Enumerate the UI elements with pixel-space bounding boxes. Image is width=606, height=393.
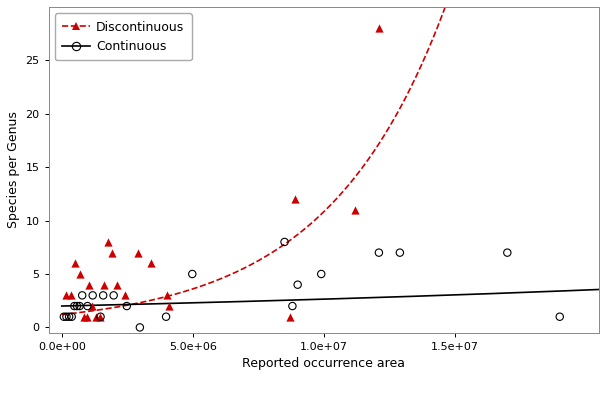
Point xyxy=(79,314,89,320)
Point xyxy=(64,314,74,320)
Point xyxy=(164,303,174,309)
Point xyxy=(75,303,84,309)
Point xyxy=(98,292,108,299)
Point xyxy=(91,314,101,320)
Point xyxy=(290,196,300,202)
Point xyxy=(75,271,85,277)
Point xyxy=(109,292,119,299)
Point xyxy=(162,292,171,299)
Point xyxy=(70,260,80,266)
Point xyxy=(112,281,122,288)
Point xyxy=(374,25,384,31)
Point xyxy=(82,314,92,320)
Point xyxy=(107,250,116,256)
Point xyxy=(78,292,87,299)
Point xyxy=(374,250,384,256)
Point xyxy=(88,292,98,299)
Point xyxy=(502,250,512,256)
Point xyxy=(82,303,92,309)
Point xyxy=(70,303,79,309)
Point xyxy=(103,239,113,245)
Point xyxy=(67,314,76,320)
Point xyxy=(59,314,68,320)
X-axis label: Reported occurrence area: Reported occurrence area xyxy=(242,357,405,370)
Point xyxy=(285,314,295,320)
Point xyxy=(122,303,132,309)
Point xyxy=(350,207,360,213)
Legend: Discontinuous, Continuous: Discontinuous, Continuous xyxy=(55,13,192,61)
Point xyxy=(84,281,94,288)
Point xyxy=(61,292,70,299)
Point xyxy=(395,250,405,256)
Point xyxy=(95,314,105,320)
Point xyxy=(293,281,302,288)
Point xyxy=(288,303,298,309)
Point xyxy=(135,324,145,331)
Point xyxy=(280,239,290,245)
Point xyxy=(62,314,72,320)
Point xyxy=(316,271,326,277)
Point xyxy=(555,314,565,320)
Point xyxy=(72,303,82,309)
Point xyxy=(120,292,130,299)
Point xyxy=(161,314,171,320)
Point xyxy=(99,281,108,288)
Point xyxy=(66,292,76,299)
Point xyxy=(87,303,97,309)
Y-axis label: Species per Genus: Species per Genus xyxy=(7,111,20,228)
Point xyxy=(187,271,197,277)
Point xyxy=(146,260,156,266)
Point xyxy=(133,250,142,256)
Point xyxy=(96,314,105,320)
